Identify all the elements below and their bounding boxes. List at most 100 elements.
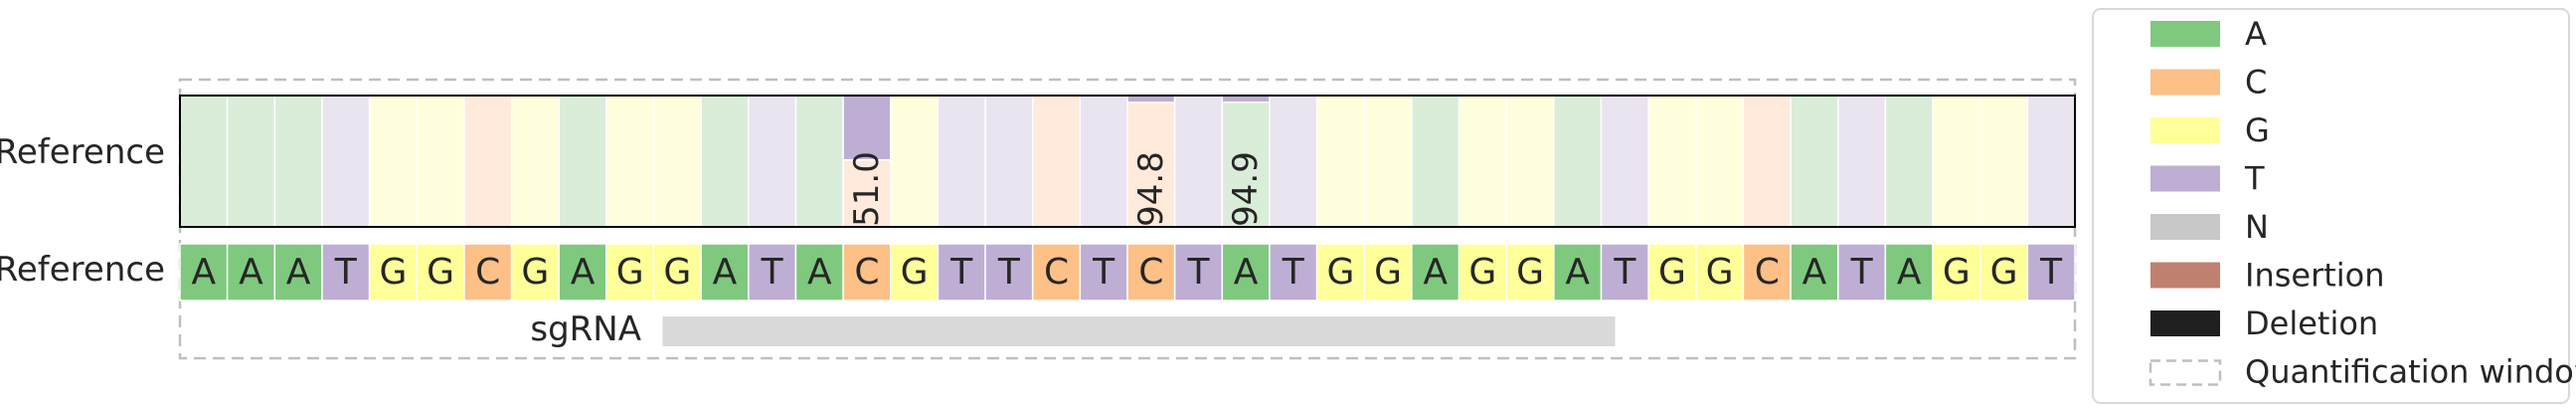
heatmap-cell [1269, 95, 1318, 228]
legend-swatch-n [2150, 214, 2220, 240]
sequence-cell [1790, 243, 1839, 302]
substitution-percent-label: 94.8 [1131, 151, 1171, 227]
heatmap-cell [794, 95, 844, 228]
sequence-cell [1505, 243, 1555, 302]
sequence-base-label: T [2039, 252, 2063, 293]
heatmap-cell [937, 95, 986, 228]
sequence-base-label: A [286, 252, 311, 293]
substitution-bar [842, 95, 892, 161]
legend-swatch-c [2150, 69, 2220, 96]
heatmap-cell [1031, 95, 1082, 228]
sequence-base-label: G [1516, 252, 1544, 293]
sequence-base-label: A [1423, 252, 1448, 293]
legend-label-deletion: Deletion [2245, 305, 2378, 342]
sequence-base-label: T [1282, 252, 1305, 293]
sequence-cell [1458, 243, 1507, 302]
sequence-cell [1647, 243, 1697, 302]
sequence-cell [1932, 243, 1981, 302]
heatmap-cell [1647, 95, 1697, 228]
sequence-cell [1695, 243, 1745, 302]
legend-swatch-deletion [2150, 310, 2220, 336]
legend-swatch-t [2150, 165, 2220, 192]
sequence-base-label: T [761, 252, 784, 293]
sequence-cell [748, 243, 797, 302]
heatmap-cell [226, 95, 276, 228]
heatmap-cell [1932, 95, 1981, 228]
heatmap-cell [700, 95, 750, 228]
heatmap-border [179, 95, 2076, 228]
sequence-base-label: T [997, 252, 1021, 293]
sequence-base-label: A [807, 252, 832, 293]
heatmap-cell [890, 95, 940, 228]
heatmap-cell [1742, 95, 1792, 228]
substitution-percent-label: 94.9 [1226, 151, 1266, 227]
legend-frame [2092, 8, 2570, 404]
sequence-base-label: G [1326, 252, 1354, 293]
sequence-cell [273, 243, 323, 302]
sequence-base-label: G [379, 252, 407, 293]
heatmap-cell [1695, 95, 1745, 228]
sequence-base-label: A [192, 252, 217, 293]
row-label-reference-top: Reference [0, 132, 165, 172]
sequence-cell [700, 243, 750, 302]
sequence-base-label: T [949, 252, 973, 293]
sequence-cell [1269, 243, 1318, 302]
sequence-base-label: T [1186, 252, 1210, 293]
heatmap-cell [605, 95, 655, 228]
heatmap-cell [368, 95, 419, 228]
sequence-cell [510, 243, 560, 302]
heatmap-cell [1790, 95, 1839, 228]
sequence-base-label: G [1990, 252, 2018, 293]
legend-label-t: T [2244, 160, 2265, 198]
sequence-base-label: G [1468, 252, 1496, 293]
legend-swatch-a [2150, 21, 2220, 47]
sequence-cell [1553, 243, 1603, 302]
heatmap-cell [1411, 95, 1460, 228]
sgrna-label: sgRNA [530, 309, 641, 349]
sequence-cell [558, 243, 607, 302]
heatmap-cell [1363, 95, 1413, 228]
sequence-base-label: G [521, 252, 549, 293]
sequence-base-label: T [1613, 252, 1636, 293]
heatmap-cell [1505, 95, 1555, 228]
quantification-window-box [178, 78, 2077, 360]
sequence-base-label: G [1706, 252, 1734, 293]
sequence-base-label: T [1092, 252, 1116, 293]
sequence-base-label: T [334, 252, 358, 293]
sequence-base-label: C [1044, 252, 1069, 293]
legend-label-a: A [2245, 15, 2267, 53]
heatmap-cell [984, 95, 1034, 228]
sequence-base-label: A [239, 252, 263, 293]
sequence-cell [794, 243, 844, 302]
sequence-base-label: C [1138, 252, 1163, 293]
sequence-cell [1126, 243, 1176, 302]
sequence-cell [368, 243, 419, 302]
reference-heatmap-row: 51.0 94.8 94.9 [179, 95, 2076, 228]
sgrna-track: sgRNA [530, 309, 1616, 349]
substitution-bar [1126, 95, 1176, 103]
legend-label-c: C [2245, 64, 2267, 102]
heatmap-cell [1315, 95, 1365, 228]
sequence-base-label: G [1374, 252, 1402, 293]
sequence-base-label: C [1755, 252, 1780, 293]
legend-label-g: G [2245, 111, 2270, 149]
heatmap-cell [463, 95, 513, 228]
heatmap-cell [1884, 95, 1934, 228]
sequence-cell [1079, 243, 1128, 302]
sequence-base-label: C [475, 252, 500, 293]
legend-swatch-insertion [2150, 262, 2220, 289]
heatmap-cell [273, 95, 323, 228]
heatmap-cell [1458, 95, 1507, 228]
legend-swatch-quantification-window [2148, 359, 2222, 386]
heatmap-cell [1978, 95, 2029, 228]
heatmap-cell [1600, 95, 1649, 228]
sequence-cell [1411, 243, 1460, 302]
heatmap-cell [1079, 95, 1128, 228]
legend-label-insertion: Insertion [2245, 257, 2385, 295]
substitution-percent-label: 51.0 [847, 151, 887, 227]
sequence-base-label: A [1565, 252, 1590, 293]
sequence-cell [937, 243, 986, 302]
sequence-base-label: A [1803, 252, 1827, 293]
sequence-cell [984, 243, 1034, 302]
